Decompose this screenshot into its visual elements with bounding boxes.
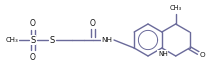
Text: O: O	[90, 18, 96, 28]
Text: S: S	[49, 36, 55, 44]
Text: O: O	[90, 18, 96, 28]
Text: CH₃: CH₃	[170, 5, 182, 11]
Text: S: S	[49, 36, 55, 44]
Text: O: O	[30, 52, 36, 62]
Text: NH: NH	[102, 37, 112, 43]
Text: S: S	[30, 36, 36, 44]
Text: S: S	[30, 36, 36, 44]
Text: CH₃: CH₃	[6, 37, 18, 43]
Text: O: O	[30, 18, 36, 28]
Text: CH₃: CH₃	[6, 37, 18, 43]
Text: CH₃: CH₃	[170, 5, 182, 11]
Text: NH: NH	[158, 51, 168, 57]
Text: NH: NH	[158, 51, 168, 57]
Text: O: O	[30, 18, 36, 28]
Text: NH: NH	[102, 37, 112, 43]
Text: O: O	[30, 52, 36, 62]
Text: O: O	[200, 52, 205, 58]
Text: O: O	[200, 52, 205, 58]
